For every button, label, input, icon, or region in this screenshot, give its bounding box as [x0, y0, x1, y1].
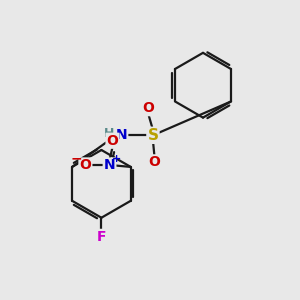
Text: N: N — [116, 128, 127, 142]
Text: S: S — [147, 128, 158, 143]
Text: O: O — [142, 101, 154, 115]
Text: +: + — [111, 154, 121, 164]
Text: F: F — [97, 230, 106, 244]
Text: −: − — [71, 151, 82, 165]
Text: O: O — [80, 158, 91, 172]
Text: N: N — [104, 158, 116, 172]
Text: H: H — [103, 127, 114, 140]
Text: O: O — [148, 155, 160, 170]
Text: O: O — [106, 134, 119, 148]
